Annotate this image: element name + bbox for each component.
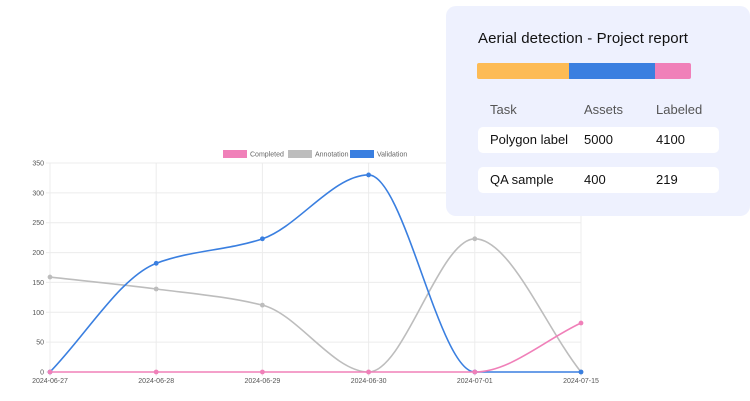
x-tick-label: 2024-06-29 [244, 378, 280, 385]
legend-label-annotation: Annotation [315, 152, 349, 159]
y-tick-label: 350 [32, 161, 44, 168]
x-tick-label: 2024-06-27 [32, 378, 68, 385]
assets-count: 400 [584, 172, 606, 187]
progress-bar [477, 63, 691, 79]
report-title: Aerial detection - Project report [478, 30, 689, 47]
y-tick-label: 100 [32, 310, 44, 317]
x-tick-label: 2024-07-15 [563, 378, 599, 385]
legend-swatch-annotation [288, 150, 312, 158]
data-point-completed[interactable] [366, 369, 371, 375]
task-name: QA sample [490, 172, 554, 187]
series-line-annotation [49, 238, 582, 373]
data-point-completed[interactable] [472, 369, 478, 375]
progress-segment-annotation [654, 63, 691, 79]
data-point-annotation[interactable] [153, 286, 159, 292]
legend-label-completed: Completed [250, 152, 284, 159]
column-header-labeled: Labeled [656, 102, 703, 117]
legend-swatch-completed [223, 150, 247, 158]
data-point-validation[interactable] [578, 369, 584, 375]
y-tick-label: 50 [36, 340, 44, 347]
table-header: Task Assets Labeled [478, 100, 718, 120]
assets-count: 5000 [584, 132, 613, 147]
data-point-annotation[interactable] [260, 302, 265, 308]
y-tick-label: 150 [32, 280, 44, 287]
column-header-assets: Assets [584, 102, 624, 117]
labeled-count: 4100 [656, 132, 685, 147]
x-tick-label: 2024-06-28 [138, 378, 174, 385]
y-tick-label: 250 [32, 220, 44, 227]
x-tick-label: 2024-06-30 [351, 378, 387, 385]
data-point-completed[interactable] [47, 369, 53, 375]
data-point-annotation[interactable] [47, 274, 53, 280]
legend-swatch-validation [350, 150, 374, 158]
task-name: Polygon label [490, 132, 569, 147]
y-tick-label: 300 [32, 190, 44, 197]
data-point-validation[interactable] [366, 172, 371, 178]
data-point-completed[interactable] [153, 369, 159, 375]
data-point-completed[interactable] [260, 369, 265, 375]
data-point-validation[interactable] [260, 236, 265, 242]
labeled-count: 219 [656, 172, 678, 187]
data-point-annotation[interactable] [472, 236, 478, 242]
x-tick-label: 2024-07-01 [457, 378, 493, 385]
table-row[interactable]: Polygon label 5000 4100 [478, 127, 719, 153]
legend-label-validation: Validation [377, 152, 407, 159]
y-tick-label: 0 [40, 370, 44, 377]
progress-segment-validation [569, 63, 655, 79]
progress-segment-completed [477, 63, 570, 79]
column-header-task: Task [490, 102, 517, 117]
data-point-validation[interactable] [153, 260, 159, 266]
project-report-card: Aerial detection - Project report Task A… [446, 6, 750, 216]
table-row[interactable]: QA sample 400 219 [478, 167, 719, 193]
series-line-completed [50, 322, 582, 373]
y-tick-label: 200 [32, 250, 44, 257]
data-point-completed[interactable] [578, 320, 584, 326]
